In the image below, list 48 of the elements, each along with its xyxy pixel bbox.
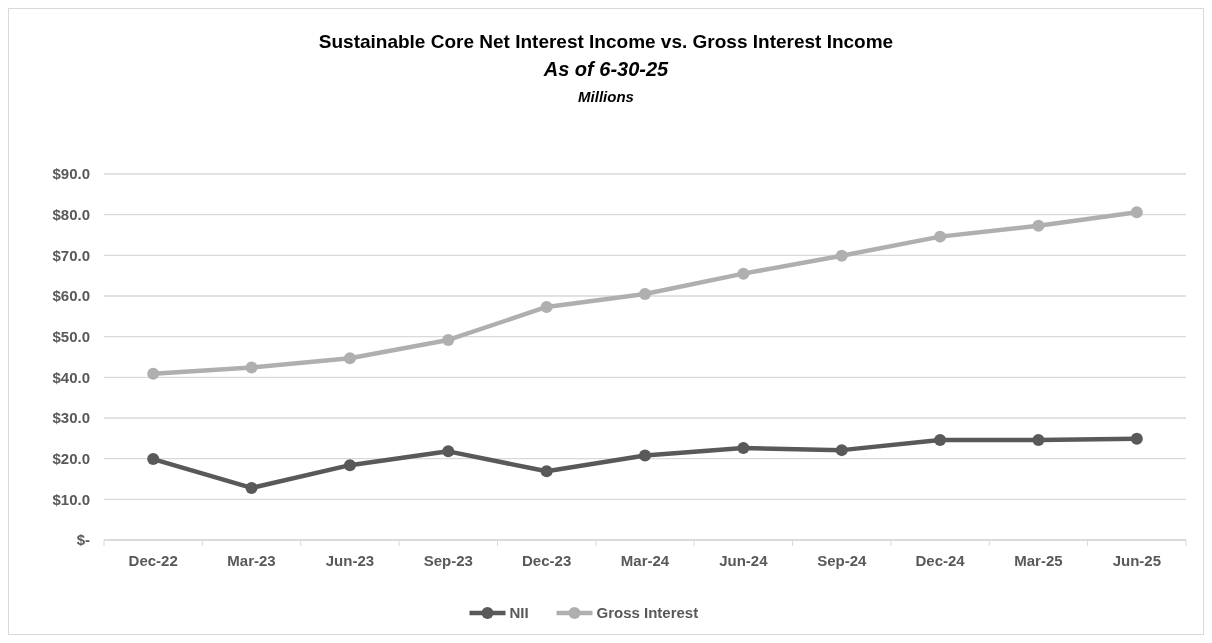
x-tick-label: Jun-24 [719, 552, 769, 569]
y-tick-label: $90.0 [52, 165, 90, 183]
y-axis-title: Millions [578, 88, 634, 105]
point [835, 249, 848, 262]
point [540, 300, 553, 313]
point [639, 287, 651, 300]
legend-label: Gross Interest [596, 604, 699, 622]
point [343, 459, 356, 472]
point [245, 361, 258, 374]
point [737, 442, 750, 455]
y-tick-label: $70.0 [52, 246, 90, 264]
y-tick-label: $10.0 [52, 490, 90, 508]
point [442, 333, 455, 346]
point [540, 465, 553, 478]
point [1032, 433, 1045, 446]
point [343, 352, 356, 365]
point [245, 481, 258, 494]
y-tick-label: $- [76, 531, 90, 549]
x-tick-label: Dec-22 [128, 552, 178, 569]
chart-title: Sustainable Core Net Interest Income vs. Gross Interest Income [318, 31, 894, 52]
y-tick-label: $60.0 [52, 287, 90, 305]
point [835, 444, 848, 457]
point [1032, 219, 1045, 232]
x-tick-label: Jun-23 [325, 552, 375, 569]
chart-subtitle: As of 6-30-25 [542, 58, 670, 80]
point [639, 449, 651, 462]
legend-label: NII [509, 604, 529, 622]
x-tick-label: Dec-23 [522, 552, 572, 569]
y-tick-label: $40.0 [52, 368, 90, 386]
point [147, 453, 160, 466]
point [147, 367, 160, 380]
x-tick-label: Dec-24 [915, 552, 966, 569]
point [934, 230, 947, 243]
point [737, 267, 750, 280]
point [934, 433, 947, 446]
y-tick-label: $20.0 [52, 449, 90, 467]
x-tick-label: Sep-24 [817, 552, 867, 569]
y-tick-label: $80.0 [52, 205, 90, 223]
y-tick-label: $30.0 [52, 409, 90, 427]
x-tick-label: Mar-25 [1014, 552, 1063, 569]
x-tick-label: Jun-25 [1112, 552, 1161, 569]
x-tick-label: Mar-23 [227, 552, 276, 569]
y-tick-label: $50.0 [52, 327, 90, 345]
point [1130, 206, 1143, 219]
point [1130, 432, 1143, 445]
x-tick-label: Mar-24 [620, 552, 670, 569]
x-tick-label: Sep-23 [423, 552, 473, 569]
point [442, 445, 455, 458]
